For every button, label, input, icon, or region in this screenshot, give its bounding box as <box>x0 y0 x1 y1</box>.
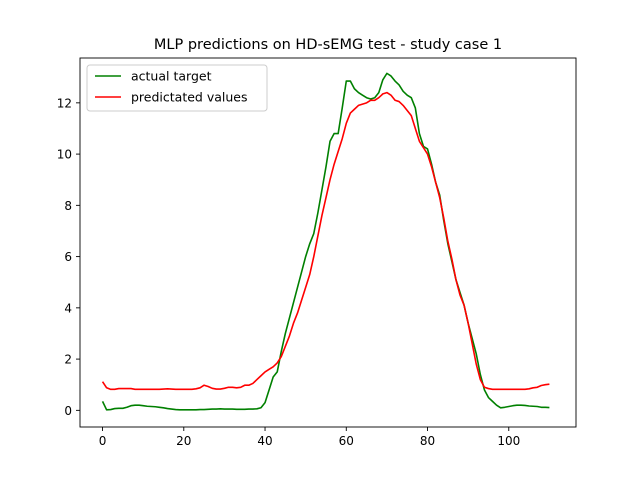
x-tick-label: 100 <box>497 434 520 448</box>
y-tick-label: 8 <box>64 199 72 213</box>
y-tick-label: 2 <box>64 353 72 367</box>
y-tick-label: 12 <box>57 96 72 110</box>
x-tick-label: 40 <box>257 434 272 448</box>
legend-label-actual-target: actual target <box>131 69 212 84</box>
chart-title: MLP predictions on HD-sEMG test - study … <box>154 37 502 53</box>
x-tick-label: 80 <box>420 434 435 448</box>
y-axis: 0 2 4 6 8 10 12 <box>57 96 80 418</box>
legend-label-predictated-values: predictated values <box>131 90 248 105</box>
legend: actual target predictated values <box>86 64 268 112</box>
series-line-actual-target <box>101 72 550 411</box>
x-tick-label: 0 <box>99 434 107 448</box>
y-tick-label: 10 <box>57 148 72 162</box>
x-tick-label: 60 <box>339 434 354 448</box>
plot-frame <box>79 57 577 428</box>
y-tick-label: 0 <box>64 404 72 418</box>
series-line-predictated-values <box>101 91 550 391</box>
legend-box <box>86 64 268 112</box>
x-tick-label: 20 <box>176 434 191 448</box>
plot-lines <box>101 72 550 411</box>
y-tick-label: 4 <box>64 301 72 315</box>
x-axis: 0 20 40 60 80 100 <box>99 427 520 448</box>
y-tick-label: 6 <box>64 250 72 264</box>
